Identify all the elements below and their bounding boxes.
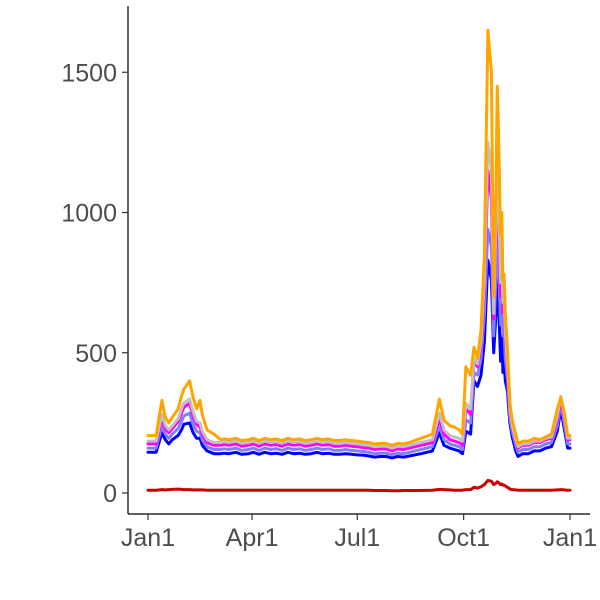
y-tick-label: 1500: [61, 59, 117, 87]
y-tick-label: 0: [103, 480, 117, 508]
x-tick-label: Jul1: [334, 524, 380, 552]
y-tick-label: 500: [75, 340, 117, 368]
y-tick-label: 1000: [61, 200, 117, 228]
x-tick-label: Apr1: [226, 524, 279, 552]
x-tick-label: Jan1: [543, 524, 597, 552]
series-layer: [146, 28, 572, 493]
series-line-5: [146, 28, 572, 447]
x-axis-ticks: Jan1 Apr1 Jul1 Oct1 Jan1: [121, 514, 597, 552]
x-tick-label: Oct1: [437, 524, 490, 552]
y-axis-ticks: 0 500 1000 1500: [61, 59, 128, 508]
series-line-6: [146, 478, 572, 493]
x-tick-label: Jan1: [121, 524, 175, 552]
series-line-4: [146, 140, 572, 450]
